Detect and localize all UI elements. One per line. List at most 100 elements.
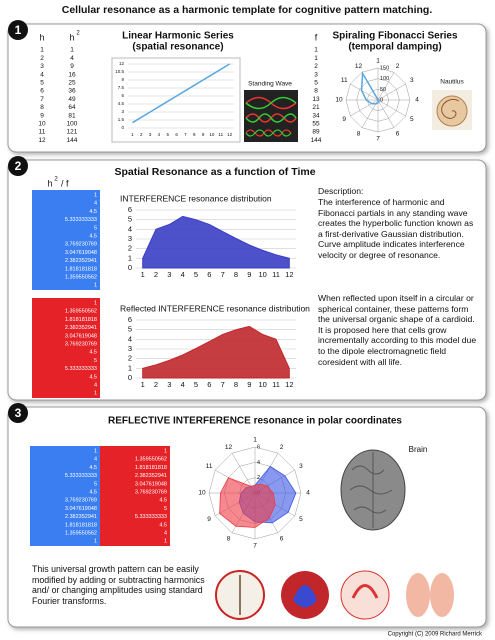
- chart-subtitle: (temporal damping): [348, 42, 441, 53]
- y-tick-label: 3: [128, 234, 132, 243]
- table-cell: 2.382352941: [65, 325, 97, 331]
- x-tick-label: 6: [175, 132, 178, 137]
- x-tick-label: 9: [247, 270, 251, 279]
- x-tick-label: 12: [227, 132, 233, 137]
- table-cell: 7: [40, 96, 44, 103]
- category-label: 12: [355, 63, 363, 70]
- x-tick-label: 1: [141, 380, 145, 389]
- table-cell: 5: [94, 358, 97, 364]
- category-label: 6: [280, 536, 284, 543]
- table-cell: 8: [40, 104, 44, 111]
- x-tick-label: 2: [154, 270, 158, 279]
- y-tick-label: 6: [121, 93, 124, 98]
- table-cell: 1.818181818: [65, 317, 97, 323]
- x-tick-label: 6: [207, 270, 211, 279]
- column-header: h: [69, 32, 74, 42]
- y-tick-label: 1: [128, 253, 132, 262]
- table-cell: 2: [314, 63, 318, 70]
- panel: [7, 159, 487, 401]
- category-label: 12: [225, 444, 233, 451]
- chart-subtitle: (spatial resonance): [132, 42, 223, 53]
- y-tick-label: 10.5: [115, 69, 124, 74]
- table-cell: 21: [312, 104, 320, 111]
- description-heading: Description:: [318, 186, 364, 196]
- category-label: 4: [306, 490, 310, 497]
- table-cell: 55: [312, 121, 320, 128]
- x-tick-label: 4: [158, 132, 161, 137]
- standing-wave-image: [244, 90, 298, 142]
- description-text: The interference of harmonic and Fibonac…: [318, 197, 474, 260]
- table-cell: 5: [40, 80, 44, 87]
- table-background: [32, 298, 100, 398]
- table-cell: 3: [314, 71, 318, 78]
- table-cell: 16: [68, 71, 76, 78]
- y-tick-label: 1: [128, 363, 132, 372]
- table-cell: 64: [68, 104, 76, 111]
- radar-series: [219, 477, 276, 528]
- section-title: REFLECTIVE INTERFERENCE resonance in pol…: [108, 416, 402, 427]
- table-cell: 3: [40, 63, 44, 70]
- table-cell: 2: [40, 55, 44, 62]
- table-cell: 34: [312, 112, 320, 119]
- r-tick-label: 2: [257, 475, 260, 481]
- x-tick-label: 10: [258, 270, 266, 279]
- table-cell: 3.047619048: [135, 481, 167, 487]
- table-cell: 4: [70, 55, 74, 62]
- table-cell: 1: [314, 55, 318, 62]
- x-tick-label: 3: [167, 380, 171, 389]
- category-label: 2: [396, 63, 400, 70]
- area: [142, 215, 290, 269]
- table-cell: 36: [68, 88, 76, 95]
- grid-ring: [208, 446, 302, 540]
- table-cell: 4.5: [159, 522, 167, 528]
- x-tick-label: 9: [247, 380, 251, 389]
- table-cell: 4.5: [89, 374, 97, 380]
- table-background: [32, 190, 100, 290]
- y-tick-label: 12: [119, 61, 125, 66]
- category-label: 9: [342, 116, 346, 123]
- section-badge: [8, 20, 28, 40]
- x-tick-label: 3: [149, 132, 152, 137]
- page-title: Cellular resonance as a harmonic templat…: [62, 4, 433, 16]
- section-badge: [8, 403, 28, 423]
- category-label: 3: [410, 77, 414, 84]
- chart-title: Reflected INTERFERENCE resonance distrib…: [120, 303, 310, 313]
- table-cell: 1.359550562: [65, 309, 97, 315]
- table-cell: 5.333333333: [65, 217, 97, 223]
- x-tick-label: 8: [193, 132, 196, 137]
- description-text: When reflected upon itself in a circular…: [318, 293, 477, 367]
- category-label: 5: [410, 116, 414, 123]
- table-cell: 4: [164, 530, 167, 536]
- table-cell: 89: [312, 129, 320, 136]
- nautilus-image: [432, 90, 472, 130]
- table-cell: 1: [40, 47, 44, 54]
- table-cell: 1: [164, 448, 167, 454]
- table-cell: 3.047619048: [65, 333, 97, 339]
- table-cell: 4.5: [89, 489, 97, 495]
- section-title: Spatial Resonance as a function of Time: [114, 166, 315, 178]
- section-badge: [8, 156, 28, 176]
- spoke: [377, 72, 395, 101]
- x-tick-label: 4: [181, 270, 185, 279]
- x-tick-label: 8: [234, 380, 238, 389]
- category-label: 7: [376, 136, 380, 143]
- x-tick-label: 5: [166, 132, 169, 137]
- table-cell: 5: [94, 225, 97, 231]
- y-tick-label: 5: [128, 325, 132, 334]
- table-cell: 6: [40, 88, 44, 95]
- x-tick-label: 12: [285, 270, 293, 279]
- table-cell: 1: [94, 391, 97, 397]
- category-label: 1: [253, 437, 257, 444]
- y-tick-label: 9: [121, 77, 124, 82]
- table-cell: 3.769230769: [65, 341, 97, 347]
- table-cell: 3.769230769: [135, 489, 167, 495]
- table-cell: 1: [94, 192, 97, 198]
- y-tick-label: 6: [128, 205, 132, 214]
- table-cell: 13: [312, 96, 320, 103]
- image-label: Standing Wave: [248, 81, 292, 88]
- superscript: 2: [54, 177, 58, 183]
- r-tick-label: 0: [380, 97, 383, 103]
- table-cell: 2.382352941: [65, 514, 97, 520]
- y-tick-label: 0: [128, 373, 132, 382]
